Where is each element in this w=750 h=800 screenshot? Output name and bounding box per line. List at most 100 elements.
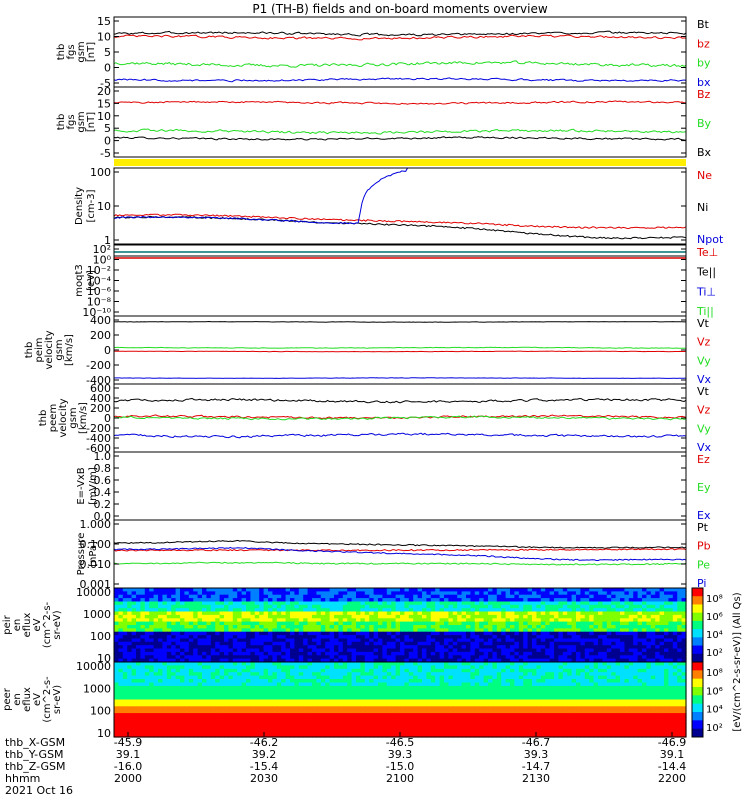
spectrogram-cell <box>633 594 639 599</box>
spectrogram-cell <box>320 594 326 599</box>
spectrogram-cell <box>303 631 309 636</box>
legend-bt: Bt <box>697 18 710 31</box>
spectrogram-cell <box>294 665 300 670</box>
spectrogram-cell <box>558 685 564 690</box>
spectrogram-cell <box>184 625 190 629</box>
spectrogram-cell <box>413 696 419 701</box>
legend-bx: Bx <box>697 146 712 159</box>
spectrogram-cell <box>611 608 617 613</box>
spectrogram-cell <box>263 685 269 690</box>
spectrogram-cell <box>518 702 524 707</box>
spectrogram-cell <box>395 662 401 666</box>
ytick-label: 10² <box>93 243 111 256</box>
spectrogram-cell <box>615 641 621 646</box>
spectrogram-cell <box>386 591 392 596</box>
spectrogram-cell <box>171 638 177 643</box>
spectrogram-cell <box>615 655 621 660</box>
spectrogram-cell <box>562 648 568 653</box>
spectrogram-cell <box>655 621 661 626</box>
spectrogram-cell <box>206 608 212 613</box>
spectrogram-cell <box>197 668 203 673</box>
spectrogram-cell <box>395 641 401 646</box>
spectrogram-cell <box>180 682 185 687</box>
spectrogram-cell <box>290 591 295 596</box>
spectrogram-cell <box>316 709 322 714</box>
spectrogram-cell <box>290 709 295 714</box>
spectrogram-cell <box>479 706 485 711</box>
spectrogram-cell <box>514 702 520 707</box>
spectrogram-cell <box>435 641 441 646</box>
spectrogram-cell <box>338 591 344 596</box>
spectrogram-cell <box>342 675 348 680</box>
spectrogram-cell <box>549 685 555 690</box>
spectrogram-cell <box>523 638 529 643</box>
spectrogram-cell <box>351 608 357 613</box>
spectrogram-cell <box>254 618 260 623</box>
spectrogram-cell <box>681 675 687 680</box>
spectrogram-cell <box>426 679 432 683</box>
spectrogram-cell <box>312 641 317 646</box>
spectrogram-cell <box>175 702 181 707</box>
spectrogram-cell <box>408 611 414 616</box>
spectrogram-cell <box>391 702 397 707</box>
spectrogram-cell <box>620 685 625 690</box>
spectrogram-cell <box>457 594 463 599</box>
spectrogram-cell <box>250 601 256 606</box>
spectrogram-cell <box>136 641 141 646</box>
spectrogram-cell <box>492 689 498 694</box>
spectrogram-cell <box>584 706 590 711</box>
ylabel-line: peer <box>2 687 13 711</box>
spectrogram-cell <box>166 709 172 714</box>
spectrogram-cell <box>347 655 353 660</box>
spectrogram-cell <box>298 675 304 680</box>
spectrogram-cell <box>606 608 612 613</box>
spectrogram-cell <box>549 692 555 697</box>
spectrogram-cell <box>149 588 155 592</box>
spectrogram-cell <box>237 706 243 711</box>
spectrogram-cell <box>422 618 427 623</box>
spectrogram-cell <box>259 679 265 683</box>
spectrogram-cell <box>637 611 643 616</box>
spectrogram-cell <box>536 685 542 690</box>
spectrogram-cell <box>202 682 207 687</box>
spectrogram-cell <box>527 682 533 687</box>
spectrogram-cell <box>312 662 317 666</box>
spectrogram-cell <box>518 668 524 673</box>
spectrogram-cell <box>562 628 568 633</box>
spectrogram-cell <box>501 614 507 619</box>
spectrogram-cell <box>272 641 278 646</box>
spectrogram-cell <box>136 692 141 697</box>
spectrogram-cell <box>250 699 256 704</box>
ytick-label: 400 <box>90 392 111 405</box>
spectrogram-cell <box>514 672 520 677</box>
spectrogram-cell <box>378 692 383 697</box>
spectrogram-cell <box>175 672 181 677</box>
spectrogram-cell <box>606 628 612 633</box>
spectrogram-cell <box>452 675 458 680</box>
spectrogram-cell <box>219 635 225 640</box>
spectrogram-cell <box>193 706 199 711</box>
spectrogram-cell <box>518 591 524 596</box>
spectrogram-cell <box>448 679 454 683</box>
spectrogram-cell <box>364 709 370 714</box>
spectrogram-cell <box>562 679 568 683</box>
spectrogram-cell <box>197 665 203 670</box>
spectrogram-cell <box>474 635 480 640</box>
spectrogram-cell <box>404 621 410 626</box>
spectrogram-cell <box>122 614 128 619</box>
spectrogram-cell <box>505 648 511 653</box>
spectrogram-cell <box>426 655 432 660</box>
spectrogram-cell <box>241 655 247 660</box>
spectrogram-cell <box>461 655 467 660</box>
spectrogram-cell <box>162 648 168 653</box>
spectrogram-cell <box>180 601 185 606</box>
spectrogram-cell <box>329 682 335 687</box>
spectrogram-cell <box>417 706 423 711</box>
spectrogram-cell <box>628 675 634 680</box>
spectrogram-cell <box>523 662 529 666</box>
spectrogram-cell <box>127 604 133 609</box>
spectrogram-cell <box>329 618 335 623</box>
spectrogram-cell <box>281 628 287 633</box>
spectrogram-cell <box>316 628 322 633</box>
spectrogram-cell <box>426 702 432 707</box>
